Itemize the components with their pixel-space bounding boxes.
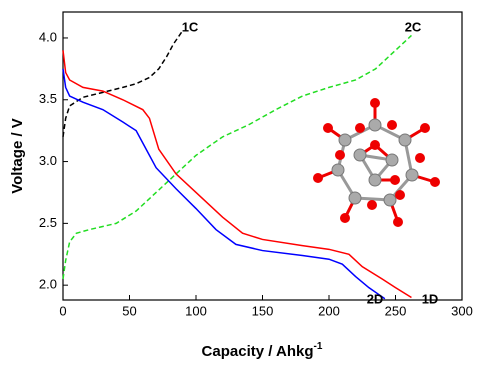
x-axis-title-text: Capacity / Ahkg — [202, 343, 314, 360]
series-line — [63, 69, 385, 299]
series-line — [63, 31, 183, 137]
y-tick-label: 2.0 — [39, 277, 57, 292]
chart: Capacity / Ahkg-1 Voltage / V 0 50 100 150 2… — [0, 0, 484, 365]
plot-frame — [63, 12, 462, 300]
x-axis-title-superscript: -1 — [314, 341, 323, 352]
x-axis-title: Capacity / Ahkg-1 — [202, 341, 323, 360]
y-tick-label: 3.0 — [39, 153, 57, 168]
y-tick-label: 2.5 — [39, 215, 57, 230]
series-line — [63, 50, 411, 297]
x-tick-label: 100 — [185, 303, 207, 318]
x-tick-label: 50 — [122, 303, 136, 318]
series-label: 2C — [405, 19, 422, 34]
series-label: 2D — [367, 291, 384, 306]
x-tick-label: 0 — [59, 303, 66, 318]
series-label: 1D — [422, 291, 439, 306]
y-tick-label: 3.5 — [39, 91, 57, 106]
y-tick-label: 4.0 — [39, 29, 57, 44]
x-tick-label: 150 — [252, 303, 274, 318]
x-tick-label: 300 — [451, 303, 473, 318]
x-tick-label: 250 — [385, 303, 407, 318]
x-tick-label: 200 — [318, 303, 340, 318]
series-label: 1C — [182, 19, 199, 34]
molecule-illustration — [313, 98, 440, 227]
y-axis-title: Voltage / V — [9, 118, 26, 194]
